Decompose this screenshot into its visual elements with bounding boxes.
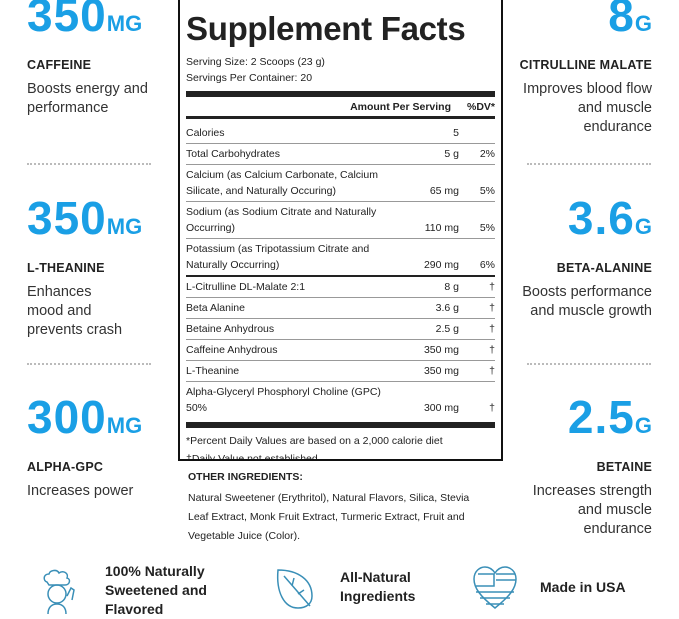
table-header: Amount Per Serving %DV* — [186, 97, 495, 119]
table-row: L-Theanine 350 mg † — [186, 360, 495, 381]
nutrient-amount: 290 mg — [423, 259, 459, 271]
other-ingredients-text: Natural Sweetener (Erythritol), Natural … — [188, 492, 470, 542]
feature-label: Made in USA — [540, 578, 626, 595]
nutrient-dv: † — [489, 302, 495, 314]
ingredient-rows: L-Citrulline DL-Malate 2:1 8 g † Beta Alani… — [186, 277, 495, 418]
servings-per-container: Servings Per Container: 20 — [186, 72, 313, 84]
flag-heart-icon — [473, 566, 517, 609]
nutrient-dv: 2% — [479, 148, 495, 160]
nutrient-name: L-Citrulline DL-Malate 2:1 — [186, 281, 306, 293]
nutrient-name: Alpha-Glyceryl Phosphoryl Choline (GPC) … — [186, 386, 381, 414]
table-row: Calcium (as Calcium Carbonate, Calcium S… — [186, 164, 495, 201]
nutrient-amount: 5 g — [444, 148, 459, 160]
nutrient-name: L-Theanine — [186, 365, 240, 377]
table-row: L-Citrulline DL-Malate 2:1 8 g † — [186, 277, 495, 297]
footnotes: *Percent Daily Values are based on a 2,0… — [186, 428, 495, 461]
nutrient-name: Betaine Anhydrous — [186, 323, 275, 335]
nutrient-amount: 350 mg — [423, 365, 459, 377]
nutrient-dv: 5% — [479, 222, 495, 234]
nutrient-name: Calories — [186, 127, 225, 139]
nutrient-amount: 300 mg — [423, 402, 459, 414]
nutrient-name: Calcium (as Calcium Carbonate, Calcium S… — [186, 169, 378, 197]
stat-betaine: 2.5G BETAINE Increases strength and musc… — [502, 391, 652, 539]
serving-size: Serving Size: 2 Scoops (23 g) — [186, 56, 325, 68]
stat-label: BETA-ALANINE — [556, 261, 652, 275]
stat-label: CITRULLINE MALATE — [519, 58, 652, 72]
nutrient-dv: 6% — [479, 259, 495, 271]
stat-value: 3.6G — [567, 192, 652, 244]
stat-value: 2.5G — [567, 391, 652, 443]
nutrient-amount: 2.5 g — [435, 323, 459, 335]
nutrient-rows: Calories 5 Total Carbohydrates 5 g 2% Calcium… — [186, 119, 495, 275]
stat-desc: Improves blood flow and muscle endurance — [523, 81, 652, 135]
stat-value: 350MG — [27, 192, 143, 244]
stat-desc: Increases strength and muscle endurance — [532, 483, 652, 537]
nutrient-dv: † — [489, 402, 495, 414]
panel-title: Supplement Facts — [186, 10, 466, 47]
other-ingredients: OTHER INGREDIENTS: Natural Sweetener (Er… — [188, 471, 488, 546]
feature-made-in-usa: Made in USA — [470, 562, 626, 612]
nutrient-dv: † — [489, 365, 495, 377]
feature-label: 100% Naturally Sweetened and Flavored — [105, 563, 207, 617]
stat-desc: Increases power — [27, 483, 134, 499]
stat-citrulline: 8G CITRULLINE MALATE Improves blood flow… — [502, 0, 652, 137]
nutrient-name: Sodium (as Sodium Citrate and Naturally … — [186, 206, 377, 234]
nutrient-amount: 8 g — [444, 281, 459, 293]
nutrient-name: Caffeine Anhydrous — [186, 344, 278, 356]
table-row: Betaine Anhydrous 2.5 g † — [186, 318, 495, 339]
nutrient-dv: † — [489, 281, 495, 293]
feature-naturally-sweetened: 100% Naturally Sweetened and Flavored — [35, 562, 230, 619]
leaf-icon — [276, 569, 313, 609]
stat-label: ALPHA-GPC — [27, 460, 104, 474]
nutrient-name: Beta Alanine — [186, 302, 245, 314]
feature-all-natural: All-Natural Ingredients — [270, 562, 435, 612]
stat-value: 350MG — [27, 0, 143, 41]
supplement-facts-panel: Supplement Facts Serving Size: 2 Scoops … — [178, 0, 503, 461]
table-row: Beta Alanine 3.6 g † — [186, 297, 495, 318]
other-ingredients-heading: OTHER INGREDIENTS: — [188, 471, 303, 483]
stat-value: 300MG — [27, 391, 143, 443]
divider — [527, 163, 651, 165]
stat-beta-alanine: 3.6G BETA-ALANINE Boosts performance and… — [502, 192, 652, 321]
nutrient-amount: 5 — [453, 127, 459, 139]
nutrient-dv: † — [489, 344, 495, 356]
stat-desc: Boosts performance and muscle growth — [522, 284, 652, 319]
stat-label: BETAINE — [596, 460, 652, 474]
divider — [27, 363, 151, 365]
footnote-dv: *Percent Daily Values are based on a 2,0… — [186, 435, 443, 447]
footnote-dagger: †Daily Value not established — [186, 453, 318, 461]
divider — [27, 163, 151, 165]
nutrient-amount: 65 mg — [429, 185, 459, 197]
stat-alpha-gpc: 300MG ALPHA-GPC Increases power — [27, 391, 177, 501]
stat-label: L-THEANINE — [27, 261, 105, 275]
chef-icon — [43, 569, 75, 614]
nutrient-amount: 350 mg — [423, 344, 459, 356]
stat-value: 8G — [608, 0, 652, 41]
nutrient-amount: 3.6 g — [435, 302, 459, 314]
divider — [527, 363, 651, 365]
nutrient-name: Potassium (as Tripotassium Citrate and N… — [186, 243, 370, 271]
nutrient-name: Total Carbohydrates — [186, 148, 280, 160]
nutrient-dv: † — [489, 323, 495, 335]
header-dv: %DV* — [466, 100, 495, 113]
stat-desc: Boosts energy and performance — [27, 81, 148, 116]
nutrient-dv: 5% — [479, 185, 495, 197]
stat-desc: Enhances mood and prevents crash — [27, 284, 123, 338]
stat-l-theanine: 350MG L-THEANINE Enhances mood and preve… — [27, 192, 177, 340]
table-row: Alpha-Glyceryl Phosphoryl Choline (GPC) … — [186, 381, 495, 418]
stat-label: CAFFEINE — [27, 58, 92, 72]
table-row: Sodium (as Sodium Citrate and Naturally … — [186, 201, 495, 238]
feature-label: All-Natural Ingredients — [340, 569, 416, 604]
nutrient-amount: 110 mg — [424, 222, 459, 234]
header-amount: Amount Per Serving — [350, 100, 451, 113]
table-row: Caffeine Anhydrous 350 mg † — [186, 339, 495, 360]
table-row: Calories 5 — [186, 123, 495, 143]
table-row: Total Carbohydrates 5 g 2% — [186, 143, 495, 164]
table-row: Potassium (as Tripotassium Citrate and N… — [186, 238, 495, 275]
stat-caffeine: 350MG CAFFEINE Boosts energy and perform… — [27, 0, 177, 118]
